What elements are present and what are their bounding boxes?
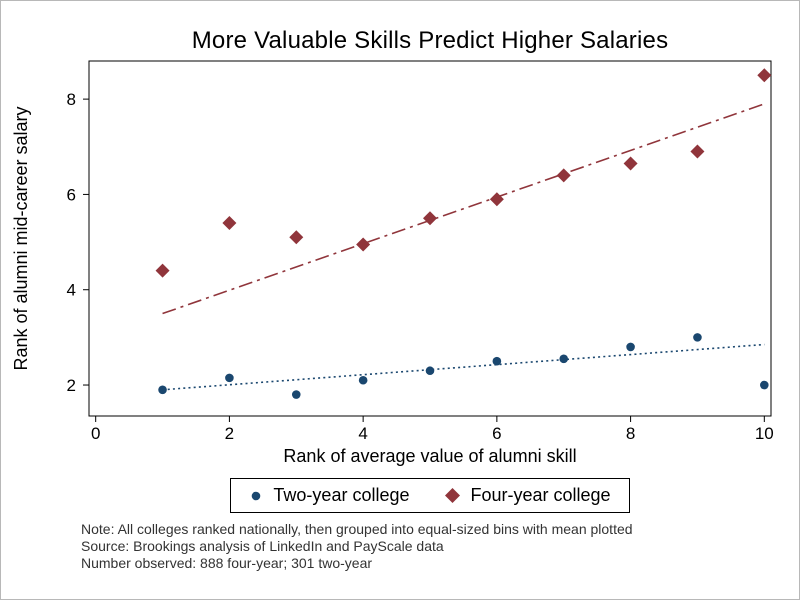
two-year-college-data-point (425, 366, 435, 376)
y-tick-label: 4 (67, 281, 76, 300)
notes: Note: All colleges ranked nationally, th… (81, 521, 633, 572)
legend-item-four-year-college: Four-year college (444, 485, 611, 506)
x-tick-label: 4 (358, 424, 367, 443)
note-line-1: Note: All colleges ranked nationally, th… (81, 521, 633, 537)
legend-label-four-year: Four-year college (470, 485, 611, 505)
four-year-college-data-point (690, 144, 705, 159)
legend-item-two-year-college: Two-year college (249, 485, 410, 506)
four-year-college-data-point (222, 216, 237, 231)
four-year-college-data-point (289, 230, 304, 245)
y-tick-label: 6 (67, 185, 76, 204)
circle-marker-icon (252, 491, 261, 500)
four-year-college-data-point (356, 237, 371, 252)
x-tick-label: 10 (755, 424, 774, 443)
legend: Two-year college Four-year college (230, 478, 630, 513)
legend-row: Two-year college Four-year college (89, 478, 771, 513)
four-year-college-data-point (155, 263, 170, 278)
y-axis-title: Rank of alumni mid-career salary (11, 106, 31, 370)
two-year-college-data-point (158, 385, 167, 395)
two-year-college-data-point (559, 354, 569, 364)
four-year-college-data-point (423, 211, 437, 226)
two-year-college-data-point (492, 356, 502, 366)
x-tick-label: 2 (225, 424, 234, 443)
x-tick-label: 6 (492, 424, 501, 443)
two-year-college-data-point (358, 375, 368, 385)
note-line-3: Number observed: 888 four-year; 301 two-… (81, 555, 373, 571)
four-year-college-data-point (757, 68, 772, 83)
circle-marker-shape (252, 491, 261, 500)
chart-title: More Valuable Skills Predict Higher Sala… (191, 27, 669, 54)
two-year-college-data-point (626, 342, 635, 352)
x-tick-label: 8 (626, 424, 635, 443)
plot-frame (88, 60, 772, 417)
chart-canvas: 0 2 4 6 8 10 2 4 6 8 Rank of average value of alum… (11, 60, 774, 466)
two-year-college-data-point (693, 333, 702, 342)
x-axis-title: Rank of average value of alumni skill (283, 446, 576, 466)
diamond-marker-icon (444, 488, 460, 503)
two-year-college-data-point (291, 390, 301, 399)
two-year-college-data-point (760, 380, 769, 390)
four-year-college-data-point (489, 192, 504, 207)
y-tick-label: 8 (67, 90, 76, 109)
four-year-college-fit-line (162, 103, 765, 315)
x-tick-label: 0 (91, 424, 100, 443)
note-line-2: Source: Brookings analysis of LinkedIn a… (81, 538, 444, 554)
two-year-college-fit-line (162, 343, 765, 391)
two-year-college-data-point (225, 373, 234, 383)
four-year-college-data-point (556, 168, 571, 183)
legend-label-two-year: Two-year college (273, 485, 410, 505)
y-tick-label: 2 (67, 376, 76, 395)
four-year-college-data-point (623, 156, 638, 171)
diamond-marker-shape (444, 488, 460, 503)
